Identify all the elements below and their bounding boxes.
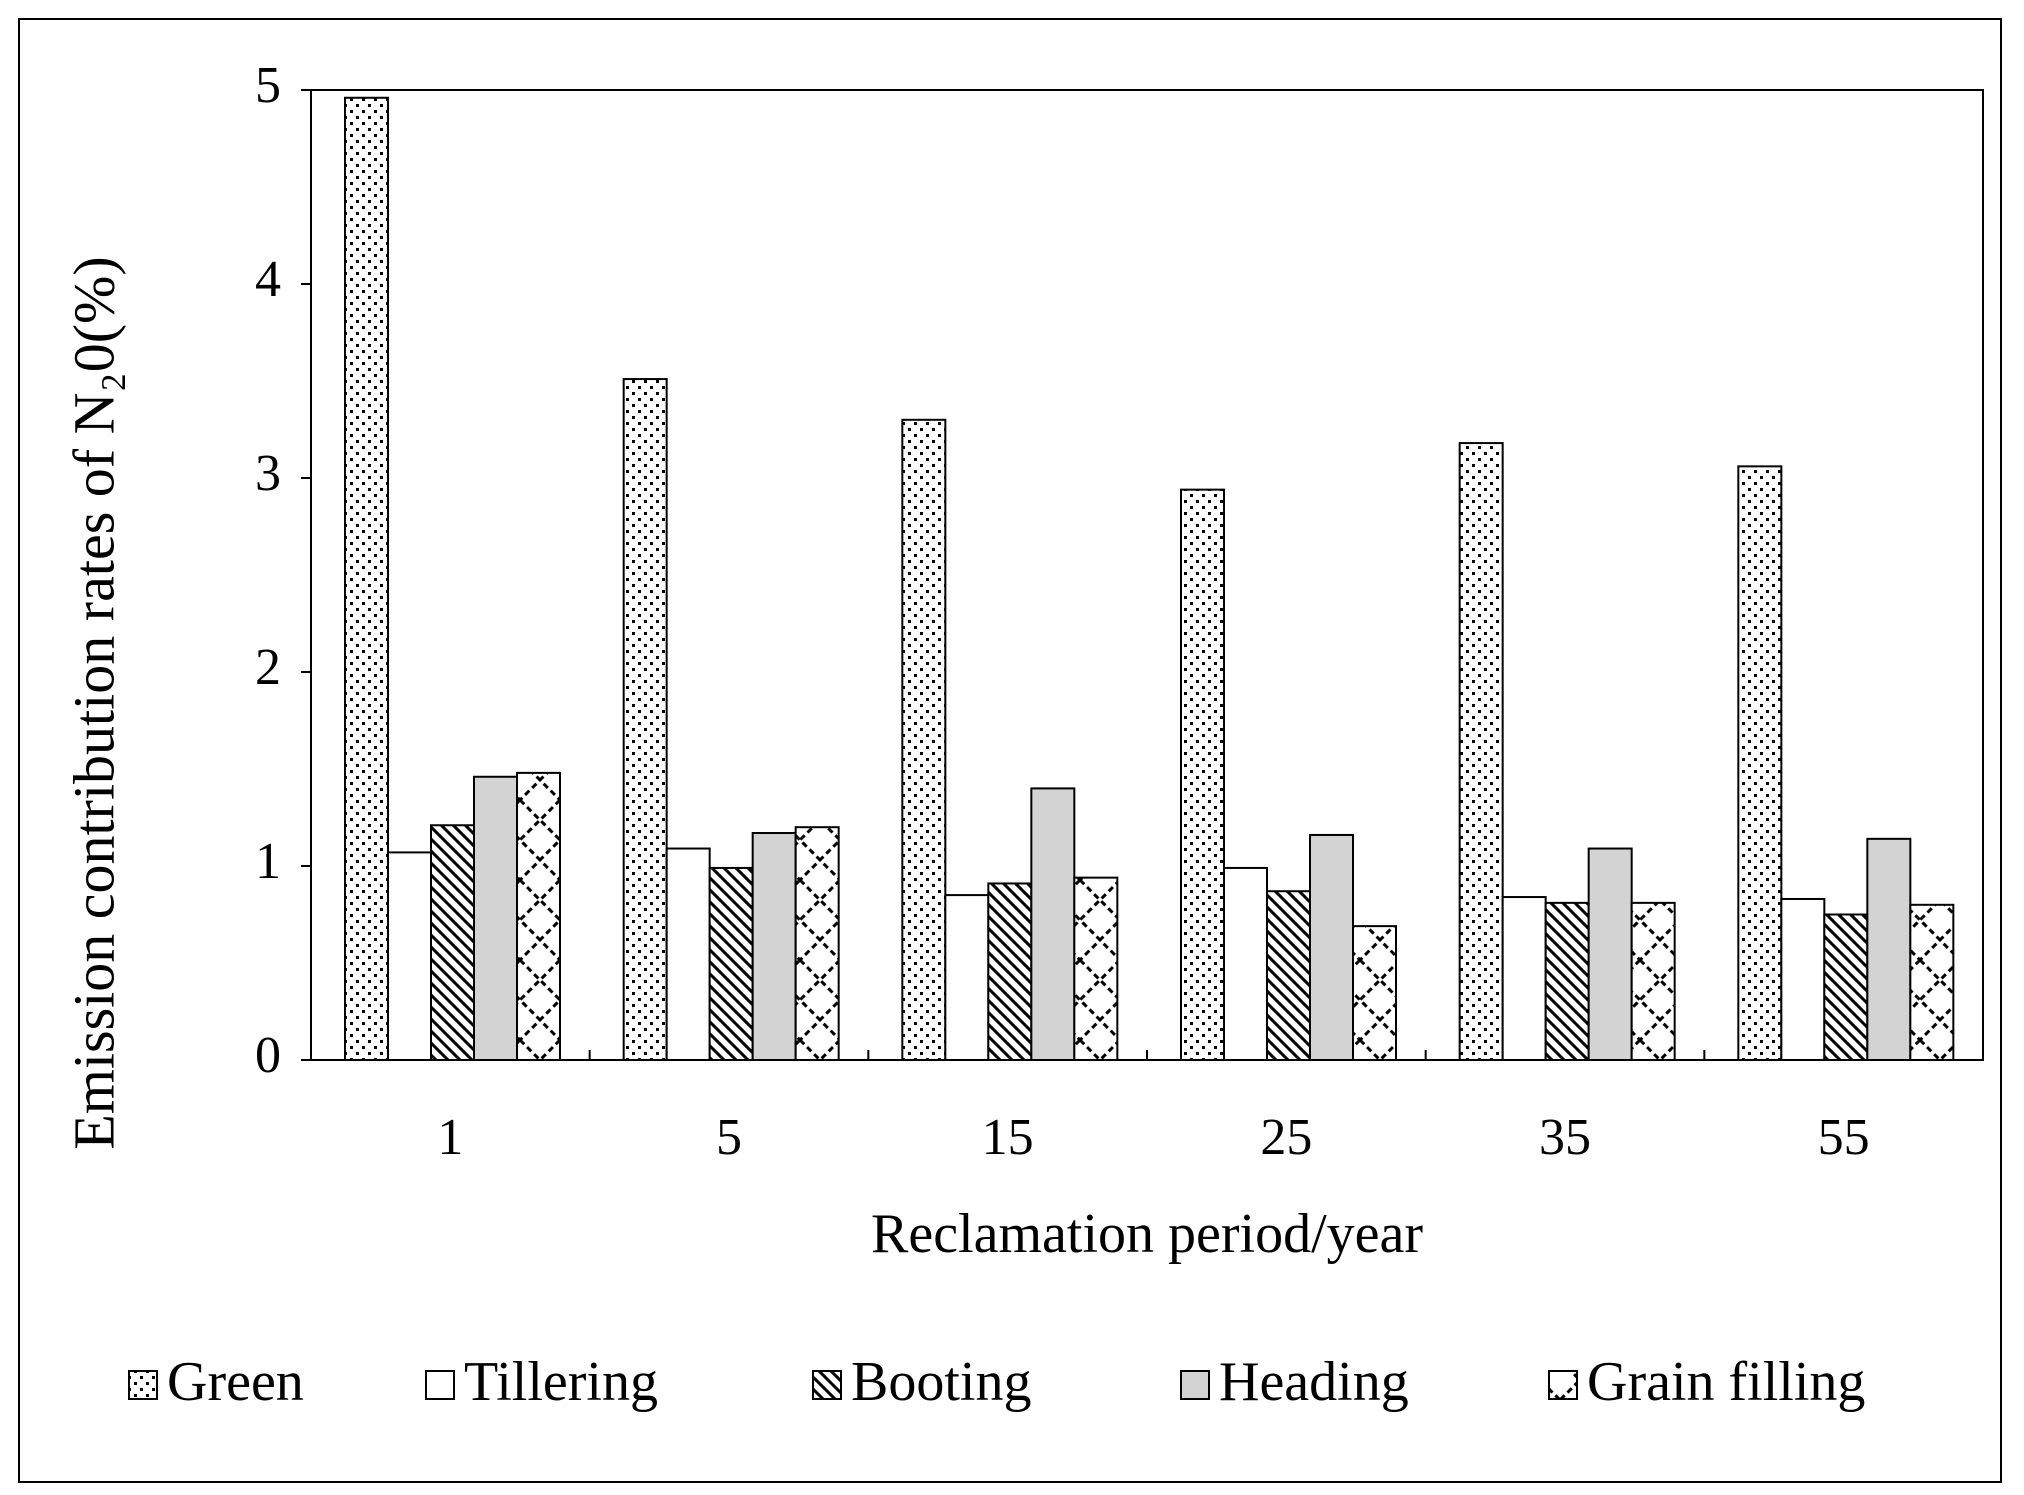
bar xyxy=(751,832,797,1062)
y-tick-label: 3 xyxy=(255,445,281,502)
bar xyxy=(1737,465,1783,1061)
bar xyxy=(387,851,432,1061)
bar xyxy=(1909,903,1955,1061)
frame xyxy=(18,18,2002,1483)
plot-area xyxy=(310,89,1984,1061)
bar xyxy=(1866,837,1912,1062)
bar xyxy=(473,775,518,1061)
legend-label: Grain filling xyxy=(1587,1351,1865,1413)
bar xyxy=(944,894,990,1061)
bar xyxy=(1501,896,1547,1061)
bar xyxy=(1587,847,1633,1061)
x-axis-title: Reclamation period/year xyxy=(871,1203,1423,1265)
bar xyxy=(1352,925,1397,1062)
bar xyxy=(1630,901,1676,1061)
legend-label: Green xyxy=(167,1351,304,1413)
bar xyxy=(344,96,389,1061)
y-tick-label: 4 xyxy=(255,251,281,308)
legend-swatch xyxy=(812,1370,842,1400)
x-tick-label: 5 xyxy=(716,1109,742,1166)
bar xyxy=(1223,866,1268,1061)
bar xyxy=(794,826,840,1062)
bar xyxy=(665,847,711,1061)
bar xyxy=(1544,901,1590,1061)
bar xyxy=(1180,488,1225,1061)
bar xyxy=(987,882,1033,1062)
x-tick-label: 25 xyxy=(1260,1109,1312,1166)
bar xyxy=(1823,913,1869,1061)
bar xyxy=(622,378,668,1061)
legend-swatch xyxy=(1180,1370,1210,1400)
x-tick-label: 15 xyxy=(982,1109,1034,1166)
x-tick-label: 55 xyxy=(1818,1109,1870,1166)
bar xyxy=(708,866,754,1061)
y-tick-label: 0 xyxy=(255,1027,281,1084)
bar xyxy=(1030,787,1076,1062)
legend-label: Booting xyxy=(851,1351,1031,1413)
legend-label: Heading xyxy=(1219,1351,1409,1413)
y-axis-title: Emission contribution rates of N₂0(%) xyxy=(61,256,126,1149)
x-tick-label: 1 xyxy=(437,1109,463,1166)
legend-swatch xyxy=(128,1370,158,1400)
y-tick-label: 2 xyxy=(255,639,281,696)
bar xyxy=(1073,876,1119,1062)
bar xyxy=(430,824,475,1062)
bar xyxy=(1266,890,1311,1061)
y-tick-label: 1 xyxy=(255,833,281,890)
legend-swatch xyxy=(425,1370,455,1400)
bar xyxy=(901,418,947,1061)
x-tick-label: 35 xyxy=(1539,1109,1591,1166)
legend-label: Tillering xyxy=(464,1351,658,1413)
bar xyxy=(1458,442,1504,1061)
legend-swatch xyxy=(1548,1370,1578,1400)
bar xyxy=(1309,833,1354,1062)
y-tick-label: 5 xyxy=(255,57,281,114)
bar xyxy=(516,771,561,1061)
bar xyxy=(1780,897,1826,1061)
